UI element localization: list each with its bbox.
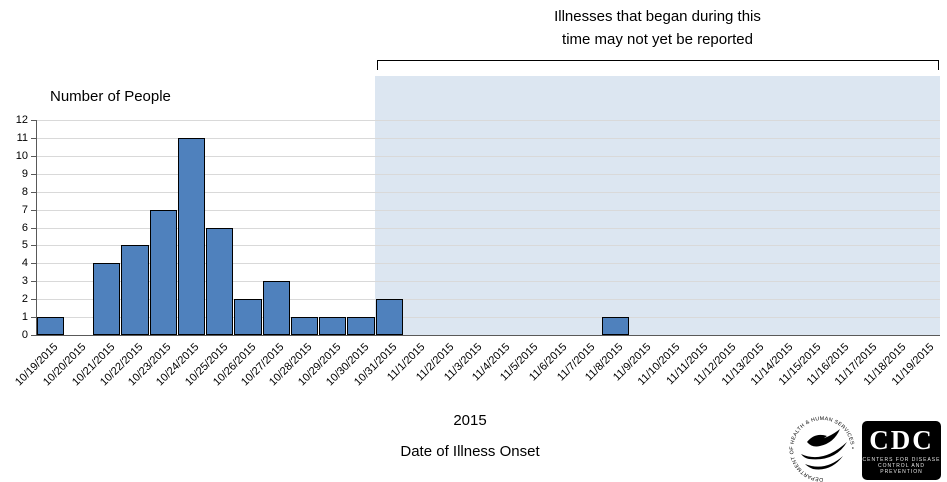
y-axis-tick [31, 191, 36, 193]
y-gridline [36, 209, 940, 211]
y-axis-tick [31, 173, 36, 175]
hhs-seal-text: DEPARTMENT OF HEALTH & HUMAN SERVICES • … [783, 412, 855, 482]
bar [36, 317, 64, 335]
bar [93, 263, 121, 335]
hhs-logo: DEPARTMENT OF HEALTH & HUMAN SERVICES • … [783, 412, 855, 482]
hhs-eagle-icon [801, 429, 847, 470]
y-gridline [36, 173, 940, 175]
y-tick-label: 10 [15, 149, 28, 162]
y-tick-label: 4 [21, 257, 28, 270]
x-axis-title: Date of Illness Onset [400, 443, 540, 460]
reporting-delay-shaded-region [375, 76, 940, 335]
cdc-logo-subtext-1: CENTERS FOR DISEASE [862, 457, 941, 463]
y-gridline [36, 137, 940, 139]
bar [262, 281, 290, 335]
y-axis-tick [31, 155, 36, 157]
cdc-logo-subtext-2: CONTROL AND PREVENTION [878, 463, 925, 475]
y-tick-label: 2 [21, 293, 28, 306]
y-tick-label: 0 [21, 329, 28, 341]
y-gridline [36, 227, 940, 229]
bar [177, 137, 205, 335]
bar [347, 317, 375, 335]
y-tick-label: 1 [21, 311, 28, 324]
y-axis-tick [31, 137, 36, 139]
y-gridline [36, 155, 940, 157]
cdc-logo-text: CDC [869, 425, 934, 455]
bar [206, 227, 234, 335]
y-gridline [36, 263, 940, 265]
annotation-line-1: Illnesses that began during this [554, 8, 761, 25]
y-axis-tick [31, 299, 36, 301]
y-tick-label: 3 [21, 275, 28, 288]
y-axis-tick [31, 281, 36, 283]
y-axis-tick [31, 263, 36, 265]
reporting-delay-annotation: Illnesses that began during this time ma… [375, 5, 940, 51]
y-gridline [36, 299, 940, 301]
y-tick-label: 12 [15, 114, 28, 126]
y-tick-label: 7 [21, 203, 28, 216]
bar [601, 317, 629, 335]
cdc-logo: CDC CENTERS FOR DISEASE CONTROL AND PREV… [862, 421, 941, 480]
y-tick-label: 5 [21, 239, 28, 252]
bar [290, 317, 318, 335]
y-tick-label: 11 [16, 131, 28, 144]
svg-text:DEPARTMENT OF HEALTH & HUMAN S: DEPARTMENT OF HEALTH & HUMAN SERVICES • … [783, 412, 855, 482]
bar [149, 209, 177, 335]
y-axis-tick [31, 209, 36, 211]
bar [375, 299, 403, 335]
y-tick-label: 9 [21, 167, 28, 180]
bar [319, 317, 347, 335]
bar [121, 245, 149, 335]
y-tick-label: 8 [21, 185, 28, 198]
y-axis-tick [31, 227, 36, 229]
x-axis-year-label: 2015 [453, 412, 487, 429]
y-axis-title: Number of People [50, 88, 171, 105]
bar [234, 299, 262, 335]
y-gridline [36, 245, 940, 247]
annotation-line-2: time may not yet be reported [562, 31, 753, 48]
x-axis-line [36, 335, 940, 336]
y-tick-label: 6 [21, 221, 28, 234]
y-axis-tick [31, 120, 36, 121]
annotation-bracket [377, 60, 939, 70]
y-axis-tick [31, 335, 36, 336]
y-gridline [36, 120, 940, 121]
y-axis-line [36, 120, 37, 335]
y-gridline [36, 317, 940, 319]
y-axis-tick [31, 245, 36, 247]
y-gridline [36, 281, 940, 283]
y-axis-tick [31, 317, 36, 319]
y-gridline [36, 191, 940, 193]
